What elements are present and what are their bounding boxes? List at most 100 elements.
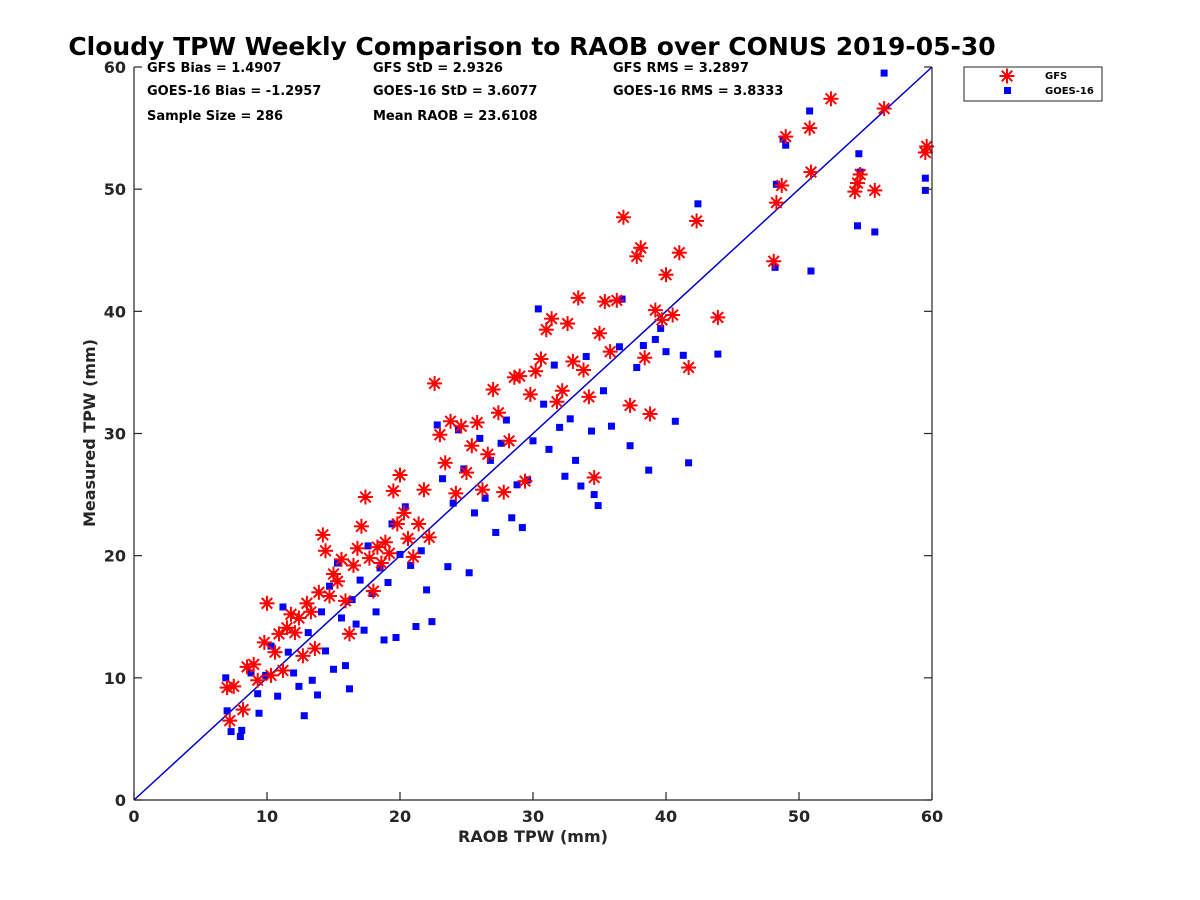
goes16-point bbox=[607, 422, 615, 430]
goes16-point bbox=[470, 509, 478, 517]
goes16-point bbox=[599, 387, 607, 395]
gfs-point bbox=[333, 551, 349, 567]
goes16-point bbox=[626, 442, 634, 450]
gfs-point bbox=[411, 516, 427, 532]
goes16-point bbox=[267, 642, 275, 650]
legend-goes16-label: GOES-16 bbox=[1045, 86, 1094, 97]
goes16-point bbox=[476, 434, 484, 442]
goes16-point bbox=[714, 350, 722, 358]
goes16-point bbox=[295, 682, 303, 690]
gfs-point bbox=[329, 573, 345, 589]
x-tick-label: 40 bbox=[655, 807, 677, 826]
goes16-point bbox=[486, 456, 494, 464]
y-tick-label: 40 bbox=[104, 302, 126, 321]
chart-title: Cloudy TPW Weekly Comparison to RAOB ove… bbox=[68, 32, 995, 61]
gfs-point bbox=[867, 182, 883, 198]
gfs-point bbox=[295, 648, 311, 664]
goes16-point bbox=[566, 415, 574, 423]
gfs-point bbox=[246, 656, 262, 672]
x-tick-label: 30 bbox=[522, 807, 544, 826]
legend: GFS GOES-16 bbox=[963, 66, 1103, 102]
goes16-point bbox=[582, 353, 590, 361]
stats-block: GFS Bias = 1.4907 GFS StD = 2.9326 GFS R… bbox=[147, 61, 783, 124]
gfs-point bbox=[267, 644, 283, 660]
goes16-point bbox=[590, 491, 598, 499]
gfs-point bbox=[392, 467, 408, 483]
gfs-series-layer bbox=[219, 91, 935, 729]
goes16-point bbox=[772, 180, 780, 188]
goes16-point bbox=[247, 669, 255, 677]
gfs-point bbox=[538, 322, 554, 338]
goes16-point bbox=[318, 608, 326, 616]
gfs-point bbox=[474, 482, 490, 498]
goes16-point bbox=[685, 459, 693, 467]
gfs-point bbox=[287, 625, 303, 641]
goes16-point bbox=[679, 351, 687, 359]
goes16-point bbox=[300, 712, 308, 720]
goes16-point bbox=[274, 692, 282, 700]
goes16-point bbox=[407, 561, 415, 569]
gfs-point bbox=[586, 469, 602, 485]
gfs-point bbox=[501, 433, 517, 449]
gfs-point bbox=[464, 438, 480, 454]
gfs-point bbox=[437, 455, 453, 471]
gfs-point bbox=[377, 534, 393, 550]
goes16-point bbox=[345, 685, 353, 693]
gfs-point bbox=[637, 350, 653, 366]
goes16-point bbox=[921, 174, 929, 182]
goes16-point bbox=[337, 614, 345, 622]
goes16-point bbox=[633, 364, 641, 372]
gfs-point bbox=[570, 290, 586, 306]
gfs-point bbox=[369, 539, 385, 555]
gfs-point bbox=[633, 240, 649, 256]
goes16-point bbox=[254, 690, 262, 698]
goes16-point bbox=[238, 726, 246, 734]
gfs-point bbox=[396, 505, 412, 521]
goes16-point bbox=[577, 482, 585, 490]
stat-gfs-rms: GFS RMS = 3.2897 bbox=[613, 61, 749, 76]
gfs-point bbox=[250, 672, 266, 688]
goes16-point bbox=[497, 439, 505, 447]
goes16-point bbox=[290, 669, 298, 677]
goes16-point bbox=[439, 475, 447, 483]
goes16-point bbox=[540, 400, 548, 408]
goes16-point bbox=[508, 514, 516, 522]
goes16-point bbox=[360, 626, 368, 634]
gfs-point bbox=[448, 485, 464, 501]
goes16-point bbox=[322, 647, 330, 655]
goes16-point bbox=[222, 674, 230, 682]
gfs-point bbox=[365, 583, 381, 599]
goes16-point bbox=[639, 342, 647, 350]
gfs-point bbox=[517, 473, 533, 489]
gfs-point bbox=[774, 178, 790, 194]
y-tick-label: 60 bbox=[104, 58, 126, 77]
gfs-point bbox=[239, 659, 255, 675]
gfs-point bbox=[303, 604, 319, 620]
goes16-point bbox=[662, 348, 670, 356]
goes16-point bbox=[561, 472, 569, 480]
gfs-point bbox=[432, 427, 448, 443]
stat-goes16-bias: GOES-16 Bias = -1.2957 bbox=[147, 84, 321, 99]
goes16-point bbox=[308, 676, 316, 684]
x-tick-label: 0 bbox=[128, 807, 139, 826]
gfs-point bbox=[544, 311, 560, 327]
gfs-point bbox=[226, 678, 242, 694]
goes16-point bbox=[921, 186, 929, 194]
goes16-point bbox=[694, 200, 702, 208]
x-tick-label: 50 bbox=[788, 807, 810, 826]
gfs-point bbox=[385, 483, 401, 499]
gfs-point bbox=[654, 312, 670, 328]
goes16-point bbox=[356, 576, 364, 584]
gfs-point bbox=[353, 518, 369, 534]
legend-gfs-label: GFS bbox=[1045, 71, 1067, 82]
gfs-point bbox=[622, 397, 638, 413]
stat-gfs-bias: GFS Bias = 1.4907 bbox=[147, 61, 281, 76]
goes16-point bbox=[854, 222, 862, 230]
gfs-point bbox=[647, 302, 663, 318]
gfs-point bbox=[642, 406, 658, 422]
goes16-point bbox=[524, 476, 532, 484]
goes16-point bbox=[807, 267, 815, 275]
legend-gfs-marker bbox=[999, 68, 1015, 84]
gfs-point bbox=[427, 375, 443, 391]
